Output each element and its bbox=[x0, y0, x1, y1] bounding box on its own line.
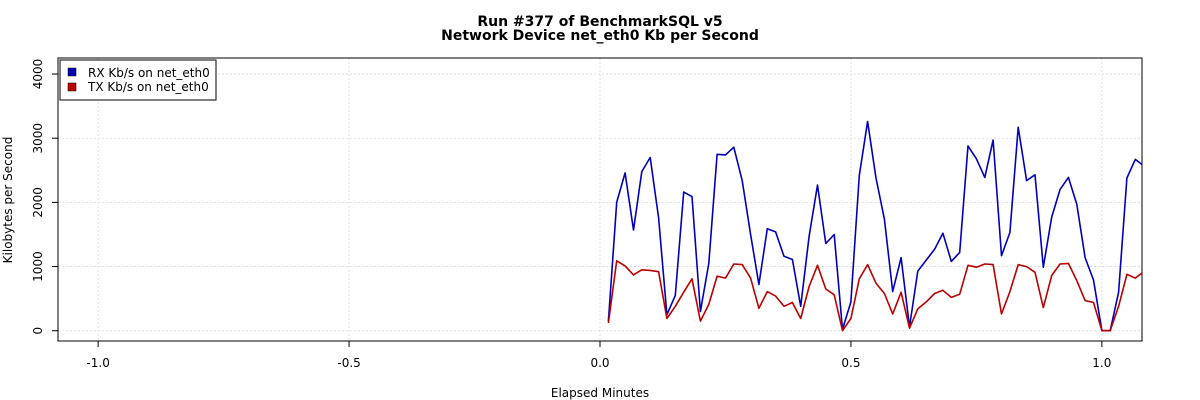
legend-label-tx: TX Kb/s on net_eth0 bbox=[87, 80, 209, 94]
legend-label-rx: RX Kb/s on net_eth0 bbox=[88, 66, 210, 80]
x-tick-label: 0.0 bbox=[590, 356, 609, 370]
series-lines bbox=[607, 120, 1143, 332]
chart-title: Run #377 of BenchmarkSQL v5 bbox=[477, 14, 723, 30]
grid bbox=[58, 58, 1142, 341]
chart-subtitle: Network Device net_eth0 Kb per Second bbox=[441, 28, 759, 44]
y-tick-label: 0 bbox=[31, 327, 45, 335]
series-line-tx bbox=[607, 259, 1143, 332]
x-axis-label: Elapsed Minutes bbox=[551, 386, 649, 400]
legend-swatch-rx bbox=[67, 67, 77, 77]
x-tick-label: -0.5 bbox=[337, 356, 360, 370]
y-tick-label: 3000 bbox=[31, 123, 45, 154]
series-line-rx bbox=[607, 120, 1143, 332]
x-tick-label: 0.5 bbox=[841, 356, 860, 370]
y-tick-label: 1000 bbox=[31, 251, 45, 282]
y-tick-label: 2000 bbox=[31, 187, 45, 218]
y-tick-label: 4000 bbox=[31, 59, 45, 90]
legend: RX Kb/s on net_eth0 TX Kb/s on net_eth0 bbox=[59, 59, 217, 101]
x-tick-label: -1.0 bbox=[86, 356, 109, 370]
legend-box bbox=[59, 59, 217, 101]
x-tick-label: 1.0 bbox=[1092, 356, 1111, 370]
y-axis: 0 1000 2000 3000 4000 bbox=[31, 59, 58, 335]
legend-swatch-tx bbox=[67, 82, 77, 92]
y-axis-label: Kilobytes per Second bbox=[1, 137, 15, 264]
x-axis: -1.0 -0.5 0.0 0.5 1.0 bbox=[86, 341, 1111, 370]
